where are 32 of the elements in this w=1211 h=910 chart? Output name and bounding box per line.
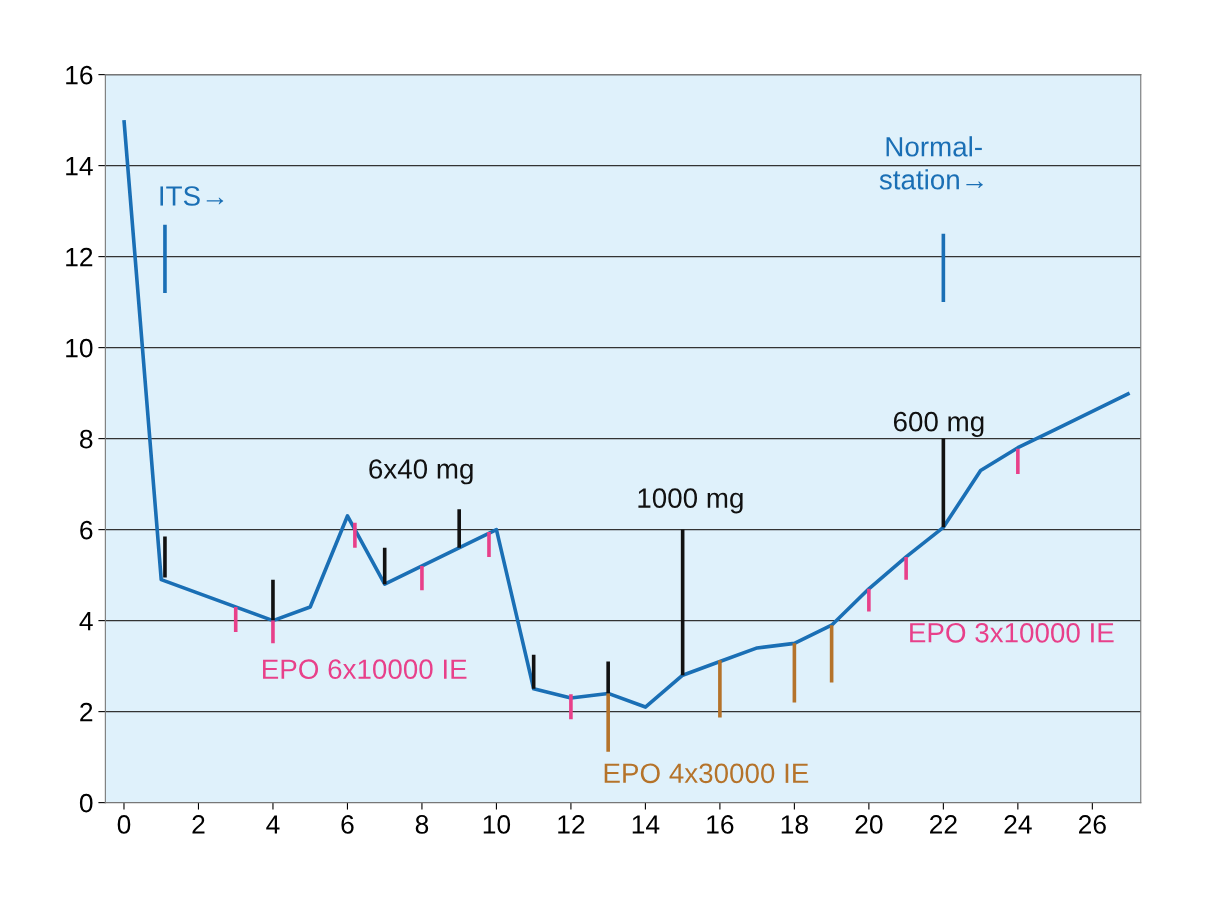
y-tick-label: 6 xyxy=(80,520,93,540)
annotation: 1000 mg xyxy=(638,488,743,514)
x-tick-label: 20 xyxy=(855,815,883,834)
y-tick-label: 12 xyxy=(66,247,93,267)
annotation: 6x40 mg xyxy=(369,459,473,485)
annotation: 600 mg xyxy=(893,411,984,438)
x-tick-label: 2 xyxy=(192,815,205,834)
x-tick-label: 24 xyxy=(1004,815,1032,834)
x-tick-label: 10 xyxy=(483,815,511,834)
x-tick-label: 18 xyxy=(781,815,808,834)
x-tick-label: 14 xyxy=(632,815,660,834)
x-tick-label: 26 xyxy=(1079,815,1106,834)
y-tick-label: 16 xyxy=(66,65,93,85)
y-tick-label: 2 xyxy=(80,702,93,722)
y-tick-label: 10 xyxy=(66,338,93,358)
annotation: Normal- station→ xyxy=(879,136,983,190)
x-tick-label: 6 xyxy=(341,815,354,834)
y-tick-label: 8 xyxy=(80,429,93,449)
annotation: EPO 3x10000 IE xyxy=(910,622,1114,643)
annotation: EPO 4x30000 IE xyxy=(604,763,809,784)
line-series xyxy=(122,118,1132,709)
x-tick-label: 16 xyxy=(707,815,734,834)
x-tick-label: 4 xyxy=(266,815,280,834)
x-tick-label: 8 xyxy=(415,815,429,834)
annotation: ITS→ xyxy=(160,186,224,206)
y-tick-label: 4 xyxy=(79,612,93,631)
x-tick-label: 22 xyxy=(930,815,957,834)
y-tick-label: 14 xyxy=(66,157,93,176)
y-tick-label: 0 xyxy=(79,793,93,813)
x-tick-label: 0 xyxy=(117,815,131,834)
annotation: EPO 6x10000 IE xyxy=(263,659,467,680)
x-tick-label: 12 xyxy=(558,815,585,834)
